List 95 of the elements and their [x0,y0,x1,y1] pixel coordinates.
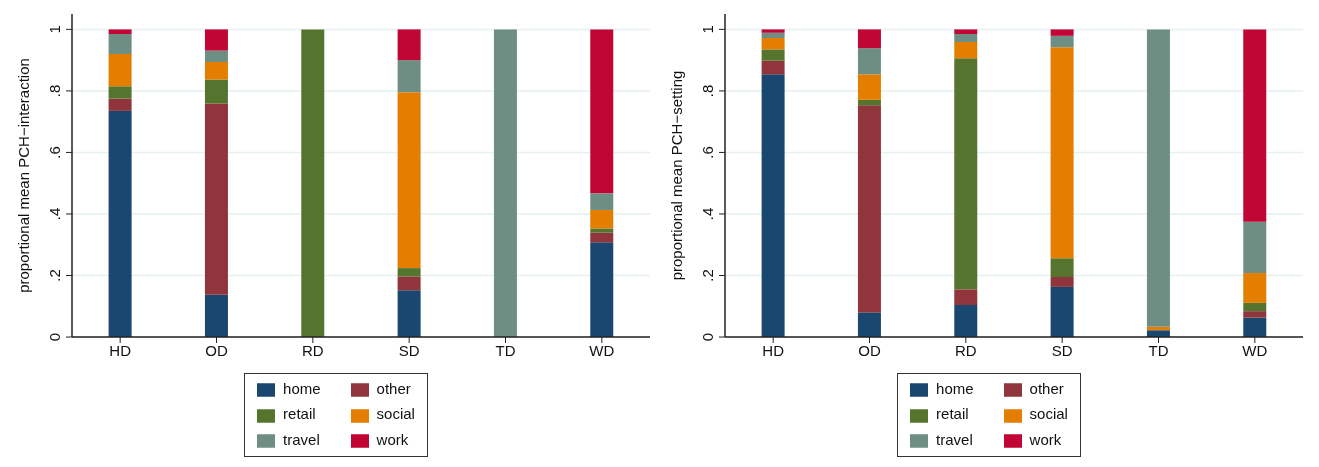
x-tick-label: HD [762,341,785,359]
x-tick-label: WD [1242,341,1268,359]
bar [590,209,614,229]
x-tick-label: OD [858,341,881,359]
bar [590,232,614,243]
bar [493,29,517,338]
bar [1243,221,1267,274]
legend-label: travel [936,430,973,448]
y-tick-label: .6 [46,146,63,159]
x-tick-label: SD [1051,341,1073,359]
bar [204,103,228,295]
legend-label: social [1029,405,1068,423]
bar [954,41,978,59]
bar [954,29,978,34]
legend-label: home [283,380,321,398]
bar [857,29,881,49]
bar [761,74,785,338]
bar [301,29,325,338]
bar [954,58,978,290]
bar [108,110,132,338]
x-tick-label: WD [589,341,615,359]
bar [954,305,978,338]
x-tick-label: SD [398,341,420,359]
x-tick-label: TD [1148,341,1169,359]
y-axis-title: proportional mean PCH−interaction [15,58,33,293]
legend-label: work [376,430,409,448]
bar [108,34,132,54]
bar [1050,47,1074,259]
bar [1243,317,1267,338]
x-tick-label: HD [109,341,132,359]
bar [857,48,881,75]
legend-label: retail [283,405,316,423]
bar [1050,29,1074,36]
legend-label: social [376,405,415,423]
bar [761,38,785,50]
bar [761,29,785,33]
bar [857,74,881,100]
bar [108,86,132,99]
x-tick-label: TD [495,341,516,359]
y-tick-label: .6 [699,146,716,159]
bar [1050,277,1074,287]
bar [761,32,785,38]
bar [1243,311,1267,318]
bar [590,29,614,194]
legend-label: retail [936,405,969,423]
bar [1050,258,1074,278]
y-tick-label: .2 [46,269,63,282]
x-tick-label: RD [302,341,324,359]
bar [590,242,614,338]
x-tick-label: RD [955,341,977,359]
bar [761,60,785,75]
legend-label: travel [283,430,320,448]
bar [108,29,132,34]
bar [857,99,881,106]
bar [1243,302,1267,312]
legend-label: other [376,380,411,398]
bar [1243,29,1267,222]
bar [204,61,228,80]
x-tick-label: OD [205,341,228,359]
bar [1050,35,1074,48]
bar [397,92,421,269]
y-tick-label: .4 [46,207,63,221]
bar [1050,286,1074,338]
bar [397,60,421,93]
bar [1146,29,1170,327]
bar [397,290,421,338]
bar [590,193,614,210]
y-tick-label: .4 [699,207,716,221]
bar [108,53,132,87]
bar [204,79,228,104]
legend-label: home [936,380,974,398]
bar [204,50,228,62]
bar [108,98,132,111]
bar [1243,273,1267,303]
bar [397,29,421,61]
bar [761,49,785,61]
legend-label: work [1029,430,1062,448]
y-tick-label: .8 [46,84,63,98]
bar [857,312,881,338]
legend-label: other [1029,380,1064,398]
y-tick-label: .8 [699,84,716,98]
bar [954,289,978,306]
y-tick-label: 1 [699,25,716,34]
bar [590,228,614,233]
y-tick-label: .2 [699,269,716,282]
y-tick-label: 0 [699,332,716,342]
y-tick-label: 0 [46,332,63,342]
y-tick-label: 1 [46,25,63,34]
bar [397,276,421,291]
bar [397,268,421,277]
bar [204,294,228,338]
bar [204,29,228,51]
y-axis-title: proportional mean PCH−setting [668,70,686,281]
bar [954,34,978,42]
bar [857,105,881,313]
